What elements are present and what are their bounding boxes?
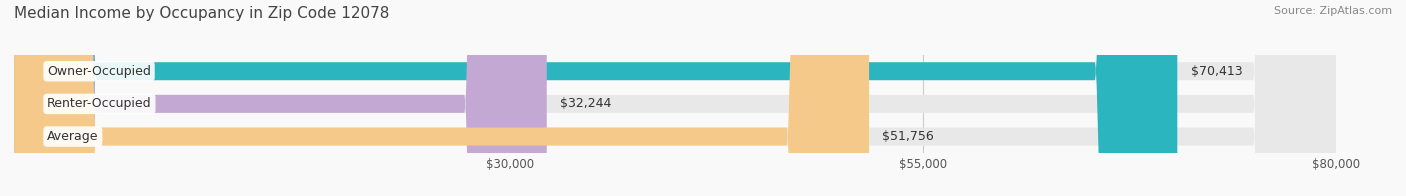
Text: Owner-Occupied: Owner-Occupied [48,65,150,78]
FancyBboxPatch shape [14,0,547,196]
FancyBboxPatch shape [14,0,1336,196]
Text: $51,756: $51,756 [883,130,934,143]
FancyBboxPatch shape [14,0,1336,196]
Text: Source: ZipAtlas.com: Source: ZipAtlas.com [1274,6,1392,16]
FancyBboxPatch shape [14,0,1336,196]
Text: Renter-Occupied: Renter-Occupied [48,97,152,110]
Text: $32,244: $32,244 [560,97,612,110]
FancyBboxPatch shape [14,0,1177,196]
Text: Average: Average [48,130,98,143]
FancyBboxPatch shape [14,0,869,196]
Text: Median Income by Occupancy in Zip Code 12078: Median Income by Occupancy in Zip Code 1… [14,6,389,21]
Text: $70,413: $70,413 [1191,65,1241,78]
